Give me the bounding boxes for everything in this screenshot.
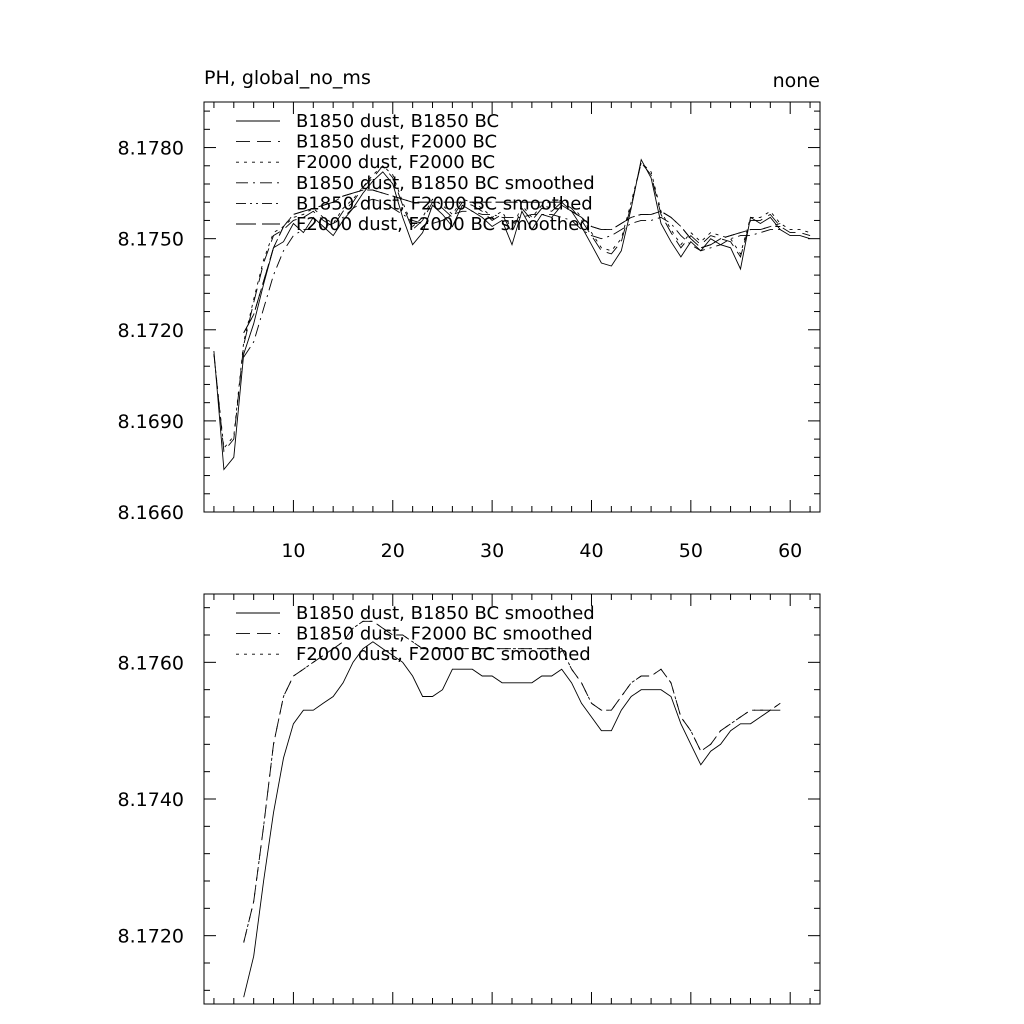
legend-label: B1850 dust, F2000 BC smoothed: [296, 624, 593, 645]
x-tick-label: 50: [679, 540, 703, 562]
legend-label: B1850 dust, B1850 BC: [296, 111, 499, 132]
x-tick-label: 10: [281, 540, 305, 562]
panel-bottom: 8.1720 8.1740 8.1760 B1850 dust, B1850 BC …: [118, 593, 821, 1005]
panel-top: PH, global_no_ms none 10 20 30 40 50 60 8.1660…: [118, 67, 821, 562]
legend-label: F2000 dust, F2000 BC smoothed: [296, 214, 591, 235]
tick-labels: 8.1720 8.1740 8.1760: [118, 652, 184, 947]
plot-frame: [203, 101, 821, 513]
plot-frame: [203, 593, 821, 1005]
x-tick-label: 20: [381, 540, 405, 562]
x-tick-label: 30: [480, 540, 504, 562]
y-tick-label: 8.1760: [118, 652, 184, 674]
legend-label: B1850 dust, B1850 BC smoothed: [296, 603, 595, 624]
series-lines: [243, 620, 781, 998]
legend-label: F2000 dust, F2000 BC smoothed: [296, 644, 591, 665]
series-lines: [213, 158, 811, 471]
y-tick-label: 8.1720: [118, 320, 184, 342]
tick-labels: 10 20 30 40 50 60 8.1660 8.1690 8.1720 8.1750 8.17…: [118, 138, 803, 562]
chart-title: PH, global_no_ms: [204, 67, 371, 89]
legend-label: B1850 dust, F2000 BC smoothed: [296, 193, 593, 214]
series-line-f2000-dust-f2000-bc: [213, 161, 811, 450]
legend-label: B1850 dust, B1850 BC smoothed: [296, 173, 595, 194]
legend-label: B1850 dust, F2000 BC: [296, 132, 497, 153]
series-line-f2000-dust-f2000-bc-smoothed: [243, 620, 781, 943]
x-tick-label: 40: [579, 540, 603, 562]
series-line-b1850-dust-b1850-bc: [213, 158, 811, 471]
series-line-b1850-dust-b1850-bc-smoothed: [243, 641, 781, 998]
series-line-f2000-dust-f2000-bc-smoothed: [243, 189, 781, 334]
x-tick-label: 60: [778, 540, 802, 562]
legend-label: F2000 dust, F2000 BC: [296, 152, 495, 173]
axis-ticks: [204, 594, 820, 1004]
y-tick-label: 8.1780: [118, 138, 184, 160]
y-tick-label: 8.1740: [118, 789, 184, 811]
y-tick-label: 8.1660: [118, 502, 184, 524]
series-line-b1850-dust-f2000-bc: [213, 161, 811, 453]
chart-title-right: none: [773, 70, 820, 92]
series-line-b1850-dust-b1850-bc-smoothed: [243, 198, 781, 358]
y-tick-label: 8.1690: [118, 411, 184, 433]
y-tick-label: 8.1720: [118, 926, 184, 948]
y-tick-label: 8.1750: [118, 229, 184, 251]
